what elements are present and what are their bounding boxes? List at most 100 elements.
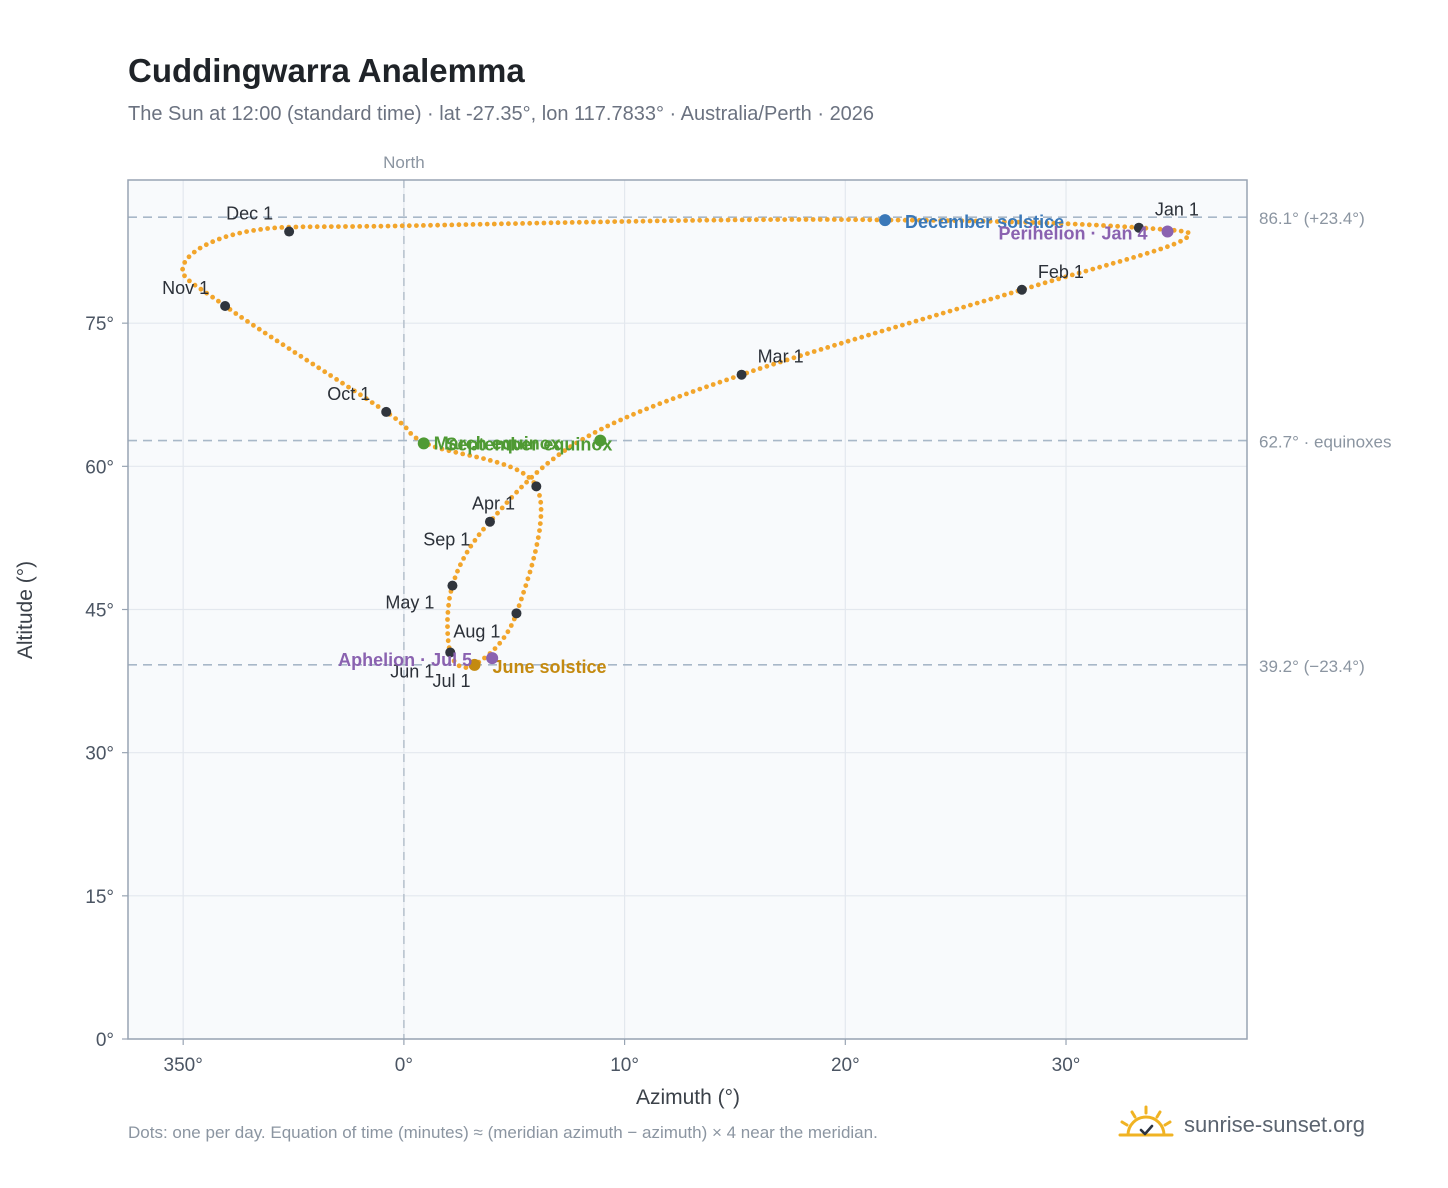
daily-dot xyxy=(413,435,419,441)
daily-dot xyxy=(995,294,1000,300)
reference-lines: 86.1° (+23.4°) 62.7° · equinoxes 39.2° (−2… xyxy=(128,209,1392,676)
daily-dot xyxy=(1009,219,1014,225)
daily-dot xyxy=(895,217,901,223)
daily-dot xyxy=(364,223,370,229)
daily-dot xyxy=(618,417,623,423)
month-marker xyxy=(736,369,747,380)
daily-dot xyxy=(676,218,681,224)
daily-dot xyxy=(432,444,438,450)
daily-dot xyxy=(258,227,263,232)
daily-dot xyxy=(513,221,518,227)
daily-dot xyxy=(494,459,500,465)
daily-dot xyxy=(1083,268,1089,274)
daily-dot xyxy=(501,462,507,467)
daily-dot xyxy=(509,495,515,500)
daily-dot xyxy=(624,414,630,420)
daily-dot xyxy=(328,373,333,378)
daily-dot xyxy=(463,222,469,228)
daily-dot xyxy=(508,464,513,470)
event-marker xyxy=(1161,225,1174,238)
daily-dot xyxy=(852,336,858,342)
daily-dot xyxy=(538,507,544,512)
daily-dot xyxy=(501,635,507,640)
daily-dot xyxy=(846,217,851,223)
daily-dot xyxy=(568,444,573,449)
daily-dot xyxy=(514,467,520,473)
daily-dot xyxy=(495,510,500,516)
daily-dot xyxy=(605,423,611,429)
daily-dot xyxy=(1079,222,1085,227)
daily-dot xyxy=(1049,278,1055,284)
daily-dot xyxy=(293,224,299,230)
daily-dot xyxy=(446,448,452,454)
daily-dot xyxy=(233,311,239,316)
daily-dot xyxy=(906,320,912,326)
daily-dot xyxy=(204,290,210,296)
daily-dot xyxy=(725,217,731,223)
daily-dot xyxy=(866,332,871,338)
brand-logo[interactable]: sunrise-sunset.org xyxy=(1118,1102,1365,1148)
daily-dot xyxy=(439,446,445,452)
daily-dot xyxy=(328,224,334,230)
daily-dot xyxy=(825,345,831,350)
daily-dot xyxy=(661,218,667,224)
daily-dot xyxy=(519,484,524,490)
daily-dot xyxy=(704,217,710,223)
event-marker xyxy=(417,437,430,450)
daily-dot xyxy=(256,326,262,332)
daily-dot xyxy=(1117,259,1123,264)
daily-dot xyxy=(1122,224,1128,230)
daily-dot xyxy=(230,232,236,238)
daily-dot xyxy=(1072,221,1078,227)
chart-subtitle: The Sun at 12:00 (standard time) · lat -… xyxy=(128,103,875,125)
daily-dot xyxy=(974,300,980,306)
daily-dot xyxy=(771,361,776,367)
month-marker xyxy=(531,481,542,492)
daily-dot xyxy=(591,219,596,225)
daily-dot xyxy=(492,646,498,651)
daily-dot xyxy=(791,355,797,361)
daily-dot xyxy=(408,431,414,436)
daily-dot xyxy=(980,218,986,224)
daily-dot xyxy=(1108,223,1113,229)
month-label: Aug 1 xyxy=(453,621,500,641)
daily-dot xyxy=(186,254,192,260)
daily-dot xyxy=(403,425,409,431)
daily-dot xyxy=(640,218,646,224)
daily-dot xyxy=(724,377,729,383)
daily-dot xyxy=(519,596,524,602)
daily-dot xyxy=(539,465,545,471)
daily-dot xyxy=(527,569,533,575)
daily-dot xyxy=(626,219,632,224)
daily-dot xyxy=(449,222,455,228)
daily-dot xyxy=(346,384,351,390)
daily-dot xyxy=(506,221,511,227)
daily-dot xyxy=(611,420,617,426)
daily-dot xyxy=(314,224,320,230)
daily-dot xyxy=(1157,226,1163,232)
daily-dot xyxy=(1171,241,1177,247)
y-tick-label: 45° xyxy=(85,601,114,622)
daily-dot xyxy=(580,436,586,442)
daily-dot xyxy=(1008,290,1014,296)
daily-dot xyxy=(375,404,381,409)
daily-dot xyxy=(839,217,844,223)
daily-dot xyxy=(197,245,203,251)
daily-dot xyxy=(414,223,419,229)
daily-dot xyxy=(369,400,375,405)
month-marker xyxy=(445,647,456,658)
daily-dot xyxy=(831,217,837,222)
event-marker xyxy=(486,652,499,665)
daily-dot xyxy=(966,218,972,224)
daily-dot xyxy=(529,562,535,568)
daily-dot xyxy=(867,217,873,223)
daily-dot xyxy=(336,224,341,230)
daily-dot xyxy=(393,416,398,421)
reference-line-label: 39.2° (−23.4°) xyxy=(1259,657,1365,676)
y-tick-label: 15° xyxy=(85,887,114,908)
daily-dot xyxy=(562,220,568,226)
daily-dot xyxy=(945,218,951,224)
daily-dot xyxy=(938,218,943,223)
daily-dot xyxy=(710,382,716,387)
